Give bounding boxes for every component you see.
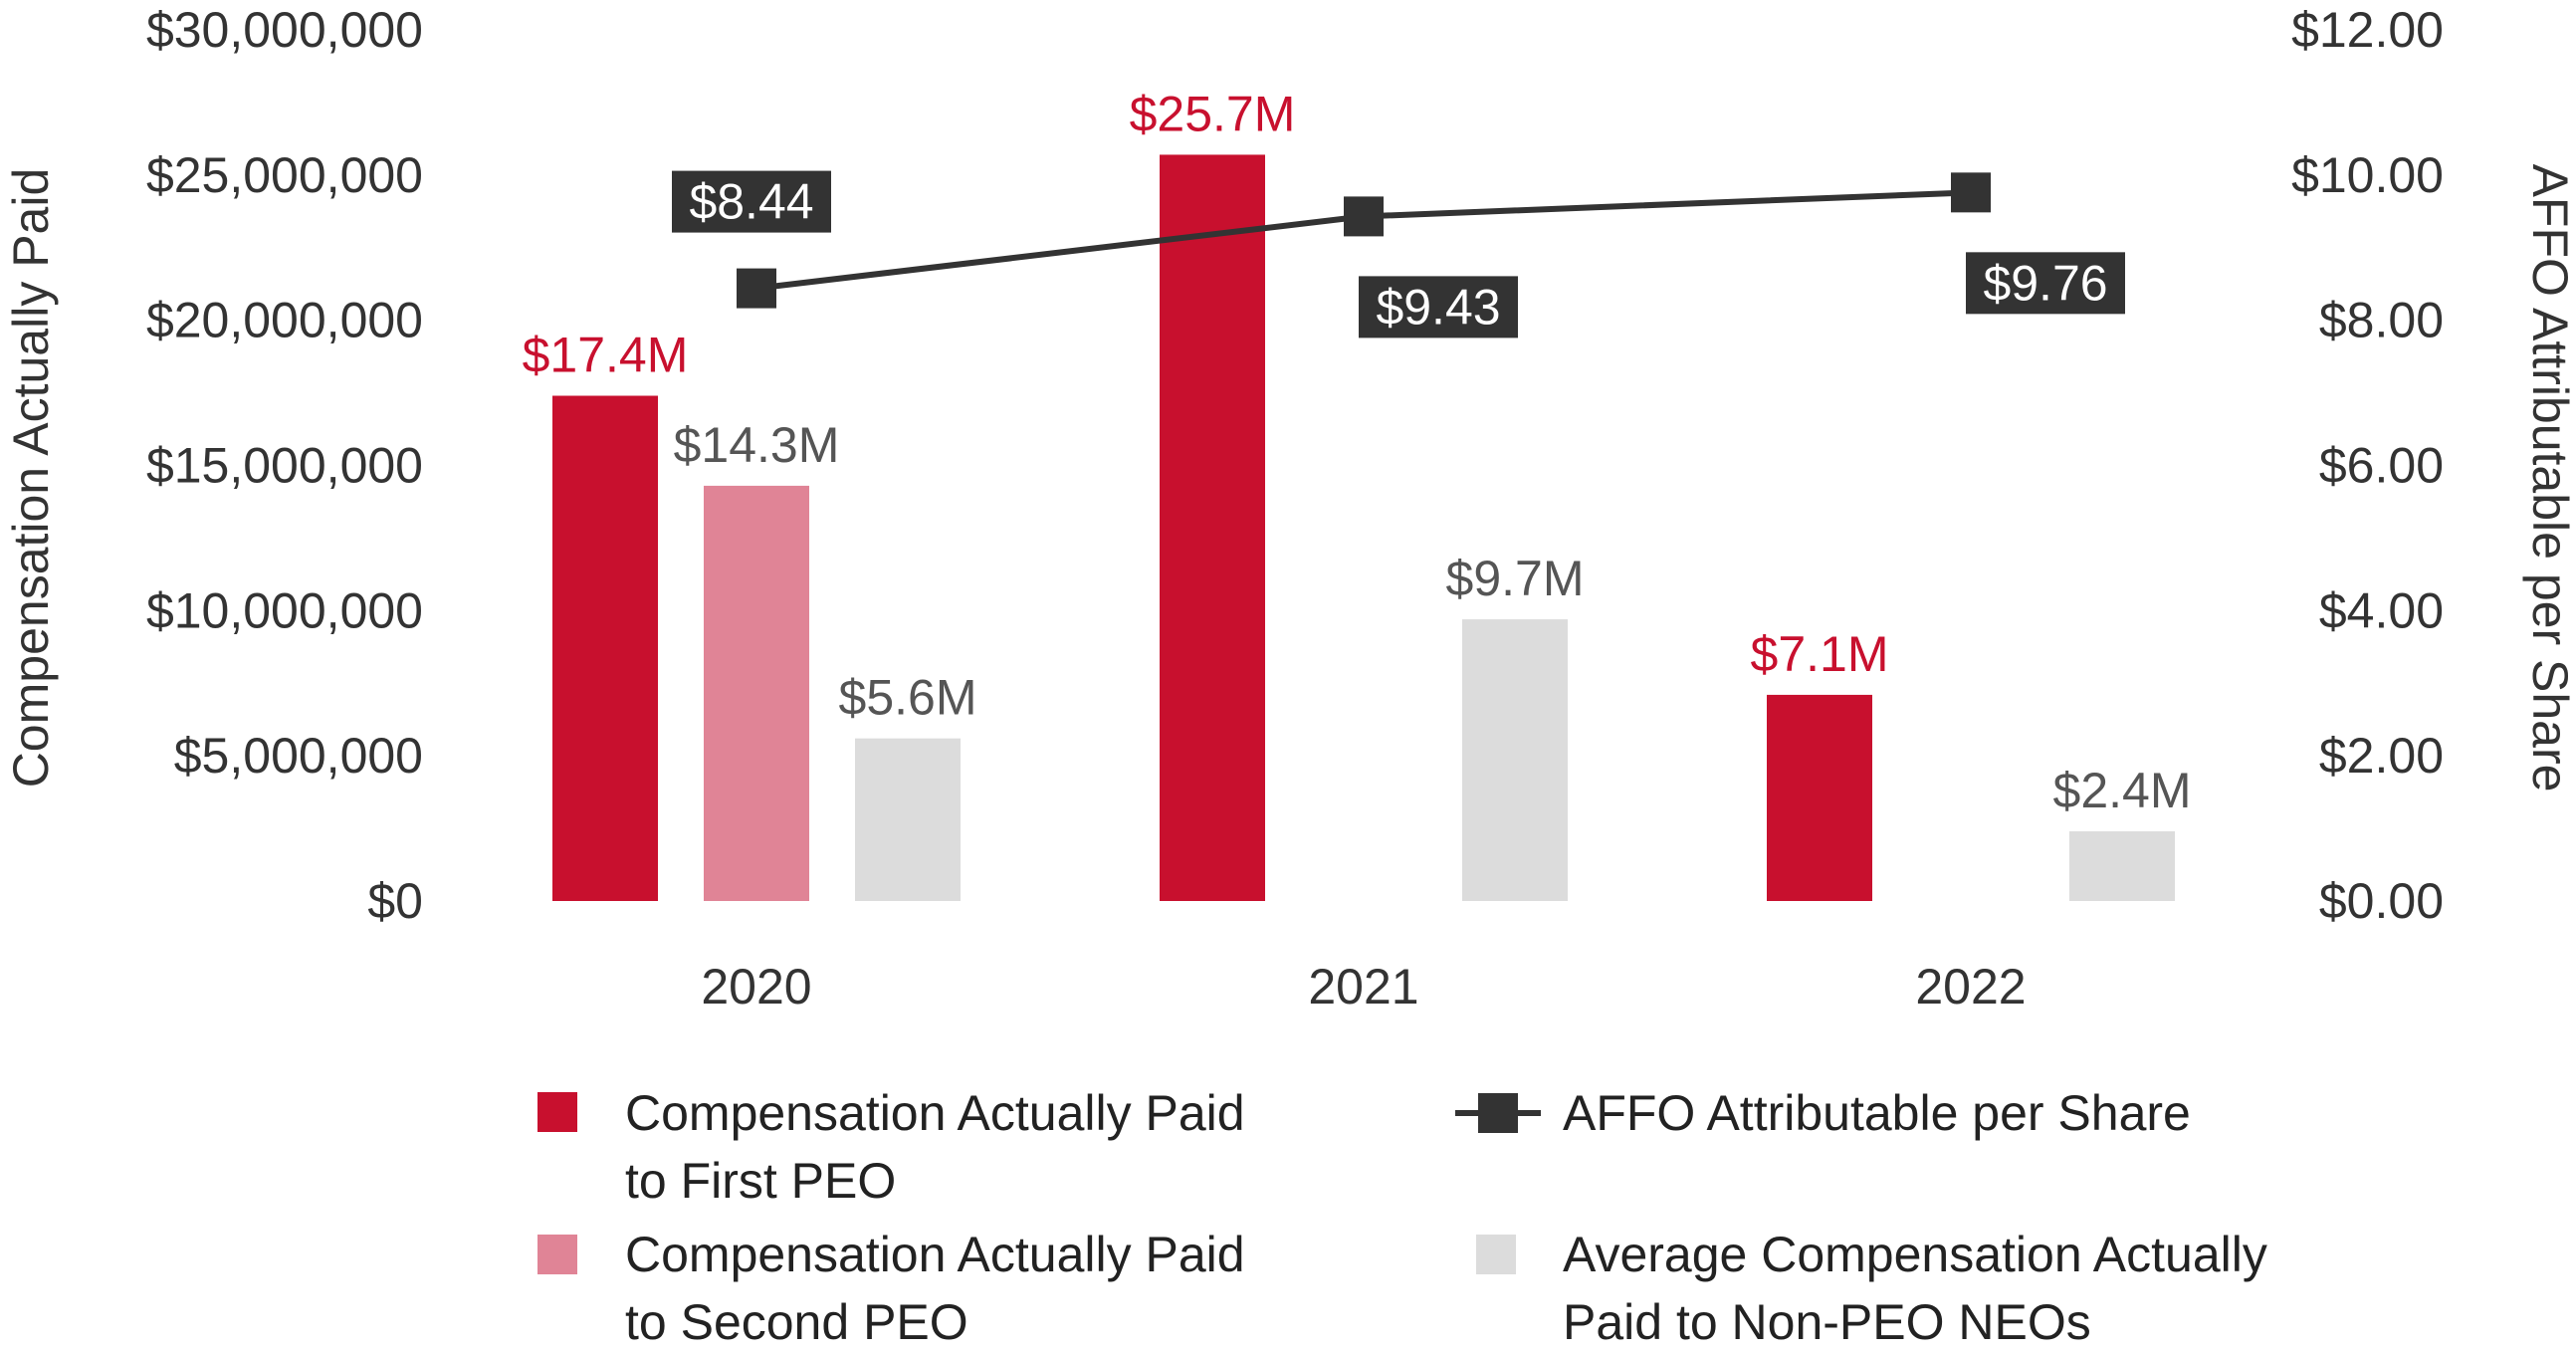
left-tick-label: $10,000,000 xyxy=(146,582,423,638)
left-tick-label: $0 xyxy=(367,873,423,929)
right-tick-label: $4.00 xyxy=(2319,582,2444,638)
legend-label-line-1: AFFO Attributable per Share xyxy=(1563,1085,2191,1141)
right-tick-label: $0.00 xyxy=(2319,873,2444,929)
category-label: 2022 xyxy=(1915,959,2026,1015)
line-label-box xyxy=(1359,276,1518,339)
bar[interactable] xyxy=(855,738,961,901)
bars-group xyxy=(552,154,2175,901)
line-data-label: $8.44 xyxy=(689,174,813,230)
legend-item-non-peo[interactable]: Average Compensation Actually Paid to No… xyxy=(1476,1227,2267,1350)
legend-label-line-2: Paid to Non-PEO NEOs xyxy=(1563,1294,2091,1350)
bar-data-label: $7.1M xyxy=(1751,626,1889,682)
left-tick-label: $25,000,000 xyxy=(146,147,423,203)
category-label: 2021 xyxy=(1308,959,1418,1015)
bar[interactable] xyxy=(1767,694,1872,901)
bar[interactable] xyxy=(704,485,809,901)
right-tick-label: $12.00 xyxy=(2291,2,2444,58)
bar[interactable] xyxy=(2069,831,2175,901)
left-tick-label: $15,000,000 xyxy=(146,438,423,494)
bar[interactable] xyxy=(552,395,658,902)
line-label-box xyxy=(672,170,831,233)
line-label-box xyxy=(1966,252,2125,315)
bar[interactable] xyxy=(1160,154,1265,901)
bar-data-label: $5.6M xyxy=(839,670,977,726)
legend-marker-swatch xyxy=(1478,1093,1518,1133)
legend-item-first-peo[interactable]: Compensation Actually Paid to First PEO xyxy=(537,1085,1245,1209)
left-axis: $0 $5,000,000 $10,000,000 $15,000,000 $20,00… xyxy=(146,2,423,929)
bar-labels-group: $17.4M $25.7M $7.1M $14.3M $5.6M $9.7M $2.4M xyxy=(523,86,2192,818)
bar[interactable] xyxy=(1462,619,1568,901)
legend-item-second-peo[interactable]: Compensation Actually Paid to Second PEO xyxy=(537,1227,1245,1350)
bar-data-label: $25.7M xyxy=(1130,86,1296,141)
line-data-label: $9.76 xyxy=(1983,255,2107,311)
right-axis-title: AFFO Attributable per Share xyxy=(2522,164,2576,792)
legend-swatch-first-peo xyxy=(537,1092,577,1132)
legend-item-affo[interactable]: AFFO Attributable per Share xyxy=(1455,1085,2191,1141)
line-marker[interactable] xyxy=(1951,172,1991,213)
legend-swatch-non-peo xyxy=(1476,1235,1516,1274)
x-axis: 2020 2021 2022 xyxy=(701,959,2026,1015)
legend-swatch-second-peo xyxy=(537,1235,577,1274)
bar-data-label: $9.7M xyxy=(1446,551,1585,606)
legend-label-line-2: to First PEO xyxy=(625,1153,896,1209)
legend-label-line-1: Compensation Actually Paid xyxy=(625,1227,1245,1282)
legend-label-line-1: Compensation Actually Paid xyxy=(625,1085,1245,1141)
bar-data-label: $14.3M xyxy=(674,417,840,473)
line-marker[interactable] xyxy=(737,268,776,309)
legend-label-line-2: to Second PEO xyxy=(625,1294,968,1350)
line-marker[interactable] xyxy=(1344,196,1384,237)
legend: Compensation Actually Paid to First PEO … xyxy=(537,1085,2267,1350)
line-data-label: $9.43 xyxy=(1376,279,1500,335)
category-label: 2020 xyxy=(701,959,811,1015)
right-tick-label: $6.00 xyxy=(2319,438,2444,494)
legend-label-line-1: Average Compensation Actually xyxy=(1563,1227,2267,1282)
right-axis: $0.00 $2.00 $4.00 $6.00 $8.00 $10.00 $12.00 xyxy=(2291,2,2444,929)
bar-data-label: $2.4M xyxy=(2053,763,2192,818)
bar-data-label: $17.4M xyxy=(523,328,689,383)
left-tick-label: $5,000,000 xyxy=(174,728,423,784)
right-tick-label: $2.00 xyxy=(2319,728,2444,784)
left-tick-label: $20,000,000 xyxy=(146,293,423,348)
right-tick-label: $8.00 xyxy=(2319,293,2444,348)
line-series-group: $8.44 $9.43 $9.76 xyxy=(672,170,2125,339)
right-tick-label: $10.00 xyxy=(2291,147,2444,203)
left-axis-title: Compensation Actually Paid xyxy=(3,168,59,789)
left-tick-label: $30,000,000 xyxy=(146,2,423,58)
